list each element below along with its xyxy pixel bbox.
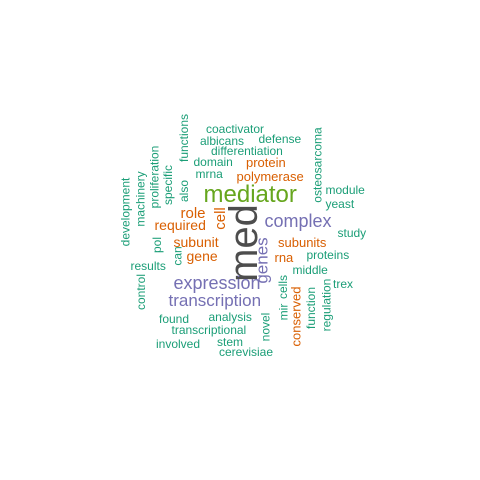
word-mir: mir xyxy=(275,303,290,321)
word-proteins: proteins xyxy=(306,248,350,262)
word-subunits: subunits xyxy=(278,234,327,250)
word-transcription: transcription xyxy=(168,290,262,310)
word-pol: pol xyxy=(150,236,165,254)
word-module: module xyxy=(325,183,365,197)
word-rna: rna xyxy=(274,249,294,265)
word-complex: complex xyxy=(264,211,332,231)
word-study: study xyxy=(337,226,367,240)
word-role: role xyxy=(180,204,206,222)
word-trex: trex xyxy=(333,277,354,291)
word-polymerase: polymerase xyxy=(236,168,304,184)
word-cells: cells xyxy=(276,274,291,300)
word-functions: functions xyxy=(177,113,192,163)
word-albicans: albicans xyxy=(200,134,245,148)
word-involved: involved xyxy=(156,337,201,351)
word-found: found xyxy=(159,312,190,326)
word-osteosarcoma: osteosarcoma xyxy=(310,127,325,203)
word-protein: protein xyxy=(246,154,286,170)
word-stem: stem xyxy=(217,335,244,349)
word-mrna: mrna xyxy=(195,167,223,181)
word-results: results xyxy=(130,259,166,273)
word-proliferation: proliferation xyxy=(146,145,161,209)
word-middle: middle xyxy=(292,263,328,277)
word-transcriptional: transcriptional xyxy=(171,323,247,337)
word-required: required xyxy=(154,217,206,233)
word-specific: specific xyxy=(161,164,176,206)
word-coactivator: coactivator xyxy=(206,122,265,136)
word-expression: expression xyxy=(173,273,261,293)
word-subunit: subunit xyxy=(173,234,219,250)
word-also: also xyxy=(177,179,192,203)
word-novel: novel xyxy=(257,312,272,342)
word-conserved: conserved xyxy=(288,286,304,346)
word-differentiation: differentiation xyxy=(211,144,283,158)
word-cerevisiae: cerevisiae xyxy=(219,345,274,359)
word-machinery: machinery xyxy=(133,171,148,227)
word-control: control xyxy=(134,273,149,311)
word-analysis: analysis xyxy=(208,310,252,324)
word-cell: cell xyxy=(211,206,229,230)
word-yeast: yeast xyxy=(325,197,355,211)
word-defense: defense xyxy=(258,132,302,146)
word-function: function xyxy=(304,286,319,330)
word-development: development xyxy=(117,177,132,247)
word-regulation: regulation xyxy=(318,278,333,332)
word-mediator: mediator xyxy=(203,181,297,208)
word-gene: gene xyxy=(186,248,218,264)
word-can: can xyxy=(170,246,185,266)
word-domain: domain xyxy=(193,155,233,169)
word-genes: genes xyxy=(252,236,272,284)
